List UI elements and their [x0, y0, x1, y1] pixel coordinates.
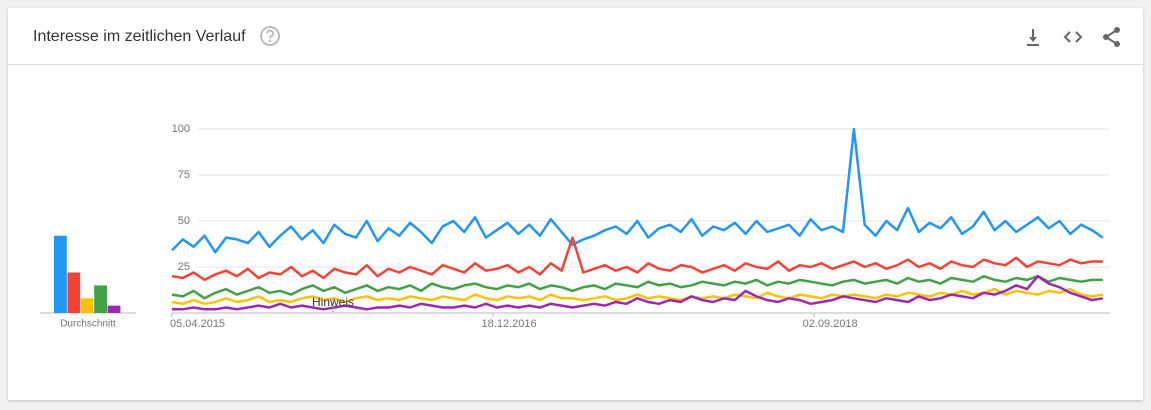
- y-tick-label: 50: [178, 215, 190, 227]
- chart: Durchschnitt 25 50 75 100 05.04.2015 18.12.201…: [40, 123, 1110, 330]
- trend-line: [172, 274, 1104, 311]
- trend-line: [171, 236, 1103, 282]
- download-icon[interactable]: [1021, 25, 1045, 49]
- trend-line: [171, 127, 1104, 254]
- y-tick-label: 100: [172, 123, 190, 135]
- trend-card: Interesse im zeitlichen Verlauf: [8, 8, 1143, 400]
- average-bar: [94, 285, 107, 313]
- x-tick-label: 18.12.2016: [482, 318, 537, 330]
- bar-label: Durchschnitt: [60, 319, 116, 330]
- y-tick-label: 25: [178, 261, 190, 273]
- average-bar: [54, 235, 67, 313]
- help-icon[interactable]: [258, 24, 282, 48]
- trend-line: [171, 287, 1104, 306]
- annotation: Hinweis: [312, 295, 354, 309]
- card-header: Interesse im zeitlichen Verlauf: [8, 8, 1143, 65]
- average-bar: [80, 298, 94, 313]
- x-tick-label: 02.09.2018: [803, 318, 858, 330]
- embed-icon[interactable]: [1061, 25, 1085, 49]
- share-icon[interactable]: [1100, 25, 1124, 49]
- card-title: Interesse im zeitlichen Verlauf: [33, 28, 246, 45]
- y-tick-label: 75: [178, 169, 190, 181]
- trend-line: [171, 274, 1103, 300]
- average-bar: [67, 272, 81, 313]
- average-bar: [107, 305, 121, 313]
- x-tick-label: 05.04.2015: [170, 318, 225, 330]
